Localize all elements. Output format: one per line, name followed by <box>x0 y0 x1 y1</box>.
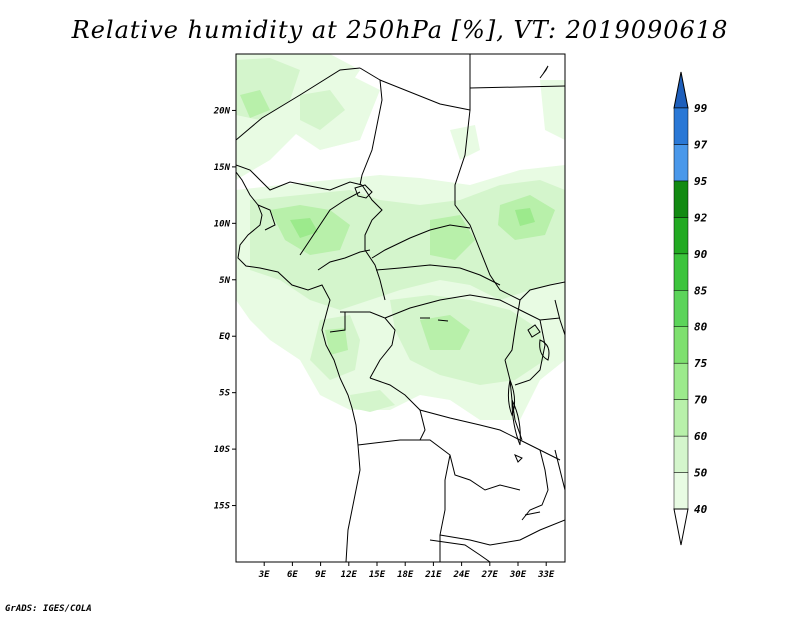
lat-tick-label: 5S <box>219 389 230 399</box>
longitude-axis: 3E 6E 9E 12E 15E 18E 21E 24E 27E 30E 33E <box>258 562 555 580</box>
colorbar-box <box>673 144 689 182</box>
colorbar-label: 92 <box>694 211 708 224</box>
colorbar-box <box>673 435 689 473</box>
colorbar-label: 40 <box>694 503 708 516</box>
colorbar-box <box>673 180 689 218</box>
lon-tick-label: 21E <box>424 570 442 580</box>
lon-tick-label: 9E <box>315 570 326 580</box>
page-title: Relative humidity at 250hPa [%], VT: 201… <box>71 16 729 44</box>
lat-tick-label: EQ <box>219 332 230 342</box>
colorbar-box <box>673 253 689 291</box>
lon-tick-label: 15E <box>369 570 386 580</box>
colorbar-label: 99 <box>694 102 708 115</box>
lat-tick-label: 15S <box>214 502 231 512</box>
lon-tick-label: 24E <box>452 570 470 580</box>
lon-tick-label: 3E <box>258 570 270 580</box>
latitude-axis: 20N 15N 10N 5N EQ 5S 10S 15S <box>213 106 236 512</box>
colorbar-box <box>673 472 689 510</box>
colorbar-label: 70 <box>694 394 708 407</box>
lon-tick-label: 6E <box>287 570 298 580</box>
colorbar-label: 75 <box>694 357 708 370</box>
lat-tick-label: 15N <box>214 163 231 173</box>
grads-credit: GrADS: IGES/COLA <box>5 604 92 614</box>
colorbar-label: 60 <box>694 430 708 443</box>
colorbar-box <box>673 217 689 255</box>
lon-tick-label: 18E <box>397 570 414 580</box>
lat-tick-label: 20N <box>213 106 231 116</box>
country-borders <box>236 54 565 562</box>
map-frame <box>235 53 566 563</box>
colorbar-label: 97 <box>694 138 708 151</box>
lon-tick-label: 27E <box>481 570 499 580</box>
colorbar-label: 90 <box>694 248 708 261</box>
colorbar-label: 95 <box>694 175 708 188</box>
colorbar-bottom-arrow <box>673 508 689 546</box>
colorbar-box <box>673 399 689 437</box>
lat-tick-label: 10N <box>214 219 231 229</box>
lat-tick-label: 10S <box>214 445 231 455</box>
colorbar-box <box>673 326 689 364</box>
colorbar-box <box>673 107 689 145</box>
lon-tick-label: 33E <box>537 570 555 580</box>
lon-tick-label: 30E <box>509 570 527 580</box>
lat-tick-label: 5N <box>219 276 230 286</box>
colorbar-label: 80 <box>694 321 708 334</box>
colorbar-label: 50 <box>694 467 708 480</box>
colorbar-box <box>673 290 689 327</box>
colorbar-label: 85 <box>694 284 708 297</box>
colorbar-top-arrow <box>673 71 689 109</box>
colorbar-legend: 40 50 60 70 75 80 85 90 92 95 97 99 <box>673 71 708 546</box>
lon-tick-label: 12E <box>341 570 358 580</box>
colorbar-box <box>673 362 689 400</box>
humidity-shading <box>236 54 565 420</box>
